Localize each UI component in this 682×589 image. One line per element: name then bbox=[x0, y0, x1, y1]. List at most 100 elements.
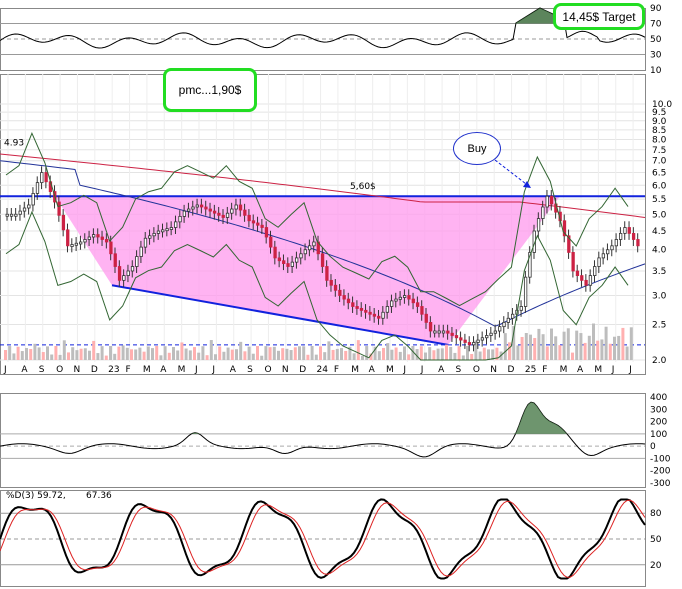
rsi-tick-label: 50 bbox=[650, 35, 662, 45]
volume-bar bbox=[403, 346, 406, 360]
volume-bar bbox=[205, 355, 209, 360]
candle-body bbox=[562, 220, 567, 237]
macd-tick-label: -200 bbox=[650, 467, 671, 477]
x-axis-label-S: S bbox=[455, 365, 461, 375]
candle-body bbox=[204, 206, 208, 210]
candle-body bbox=[610, 245, 614, 251]
volume-bar bbox=[130, 349, 133, 360]
price-tick-label: 4.0 bbox=[652, 246, 667, 256]
x-axis-label-S: S bbox=[39, 365, 45, 375]
high-marker-label: 4.93 bbox=[4, 139, 24, 149]
candle-body bbox=[156, 230, 161, 234]
candle-body bbox=[122, 275, 126, 281]
candle-body bbox=[415, 302, 420, 307]
candle-body bbox=[446, 330, 450, 334]
buy-arrow-head bbox=[523, 181, 531, 188]
volume-bar bbox=[554, 336, 558, 360]
x-axis-label-J: J bbox=[611, 365, 615, 375]
price-tick-label: 4.5 bbox=[652, 227, 666, 237]
volume-bar bbox=[457, 346, 461, 360]
volume-bar bbox=[398, 351, 402, 360]
candle-body bbox=[333, 284, 338, 291]
volume-bar bbox=[545, 346, 549, 360]
volume-bar bbox=[209, 340, 213, 360]
price-tick-label: 7.0 bbox=[652, 157, 667, 167]
x-axis-label-M: M bbox=[178, 365, 186, 375]
candle-body bbox=[368, 311, 372, 315]
stoch-k-line bbox=[0, 498, 646, 580]
candle-body bbox=[377, 315, 381, 319]
candle-body bbox=[273, 246, 277, 259]
candle-body bbox=[100, 236, 104, 240]
volume-bar bbox=[340, 348, 343, 360]
volume-bar bbox=[319, 346, 322, 360]
macd-tick-label: -300 bbox=[650, 479, 671, 489]
candle-body bbox=[282, 260, 286, 264]
stoch-d-line bbox=[0, 499, 646, 578]
candle-body bbox=[528, 252, 532, 278]
volume-bar bbox=[251, 353, 255, 360]
candle-body bbox=[342, 295, 346, 300]
x-axis-label-J: J bbox=[211, 365, 215, 375]
volume-bar bbox=[163, 346, 167, 360]
candle-body bbox=[87, 236, 91, 240]
volume-bar bbox=[415, 349, 419, 360]
volume-bar bbox=[424, 352, 427, 360]
volume-bar bbox=[58, 354, 62, 360]
stoch-tick-label: 80 bbox=[650, 509, 662, 519]
candle-body bbox=[44, 172, 48, 183]
volume-bar bbox=[377, 351, 381, 360]
volume-bar bbox=[533, 337, 537, 360]
candle-body bbox=[433, 330, 437, 334]
volume-bar bbox=[466, 346, 469, 360]
volume-bar bbox=[230, 349, 234, 360]
macd-tick-label: 100 bbox=[650, 430, 667, 440]
candle-body bbox=[217, 212, 221, 216]
candle-body bbox=[472, 342, 476, 346]
volume-bar bbox=[46, 346, 49, 360]
candle-body bbox=[441, 330, 446, 334]
candle-body bbox=[191, 206, 195, 210]
x-axis-label-A: A bbox=[577, 365, 584, 375]
candle-body bbox=[325, 266, 329, 281]
candle-body bbox=[40, 172, 44, 184]
volume-bar bbox=[235, 349, 238, 360]
candle-body bbox=[22, 207, 27, 212]
stoch-tick-label: 50 bbox=[650, 535, 662, 545]
price-tick-label: 2.0 bbox=[652, 356, 667, 366]
volume-bar bbox=[71, 347, 75, 360]
candle-body bbox=[178, 215, 182, 223]
candle-body bbox=[221, 214, 225, 218]
volume-bar bbox=[613, 336, 616, 360]
volume-bar bbox=[113, 353, 117, 360]
candle-body bbox=[355, 306, 359, 309]
volume-bar bbox=[239, 341, 243, 360]
candle-body bbox=[536, 218, 541, 232]
candle-body bbox=[14, 213, 18, 217]
candle-body bbox=[260, 224, 264, 228]
volume-bar bbox=[369, 353, 373, 360]
candle-body bbox=[506, 317, 510, 323]
candle-body bbox=[450, 332, 454, 336]
candle-body bbox=[614, 239, 618, 247]
volume-bar bbox=[151, 348, 154, 360]
volume-bar bbox=[348, 346, 352, 360]
candle-body bbox=[199, 204, 204, 208]
stoch-legend-d: 67.36 bbox=[86, 491, 112, 501]
price-tick-label: 7.5 bbox=[652, 146, 666, 156]
target-callout: 14,45$ Target bbox=[553, 3, 645, 30]
volume-bar bbox=[310, 346, 314, 360]
candle-body bbox=[225, 212, 230, 218]
volume-bar bbox=[121, 345, 125, 360]
x-axis-label-D: D bbox=[508, 365, 515, 375]
candle-body bbox=[169, 227, 174, 230]
price-tick-label: 3.5 bbox=[652, 267, 666, 277]
volume-bar bbox=[88, 350, 91, 360]
volume-bar bbox=[180, 342, 184, 360]
volume-bar bbox=[608, 343, 612, 360]
volume-bar bbox=[197, 352, 201, 360]
candle-body bbox=[575, 270, 580, 276]
x-axis-label-S: S bbox=[247, 365, 253, 375]
volume-bar bbox=[445, 344, 448, 360]
